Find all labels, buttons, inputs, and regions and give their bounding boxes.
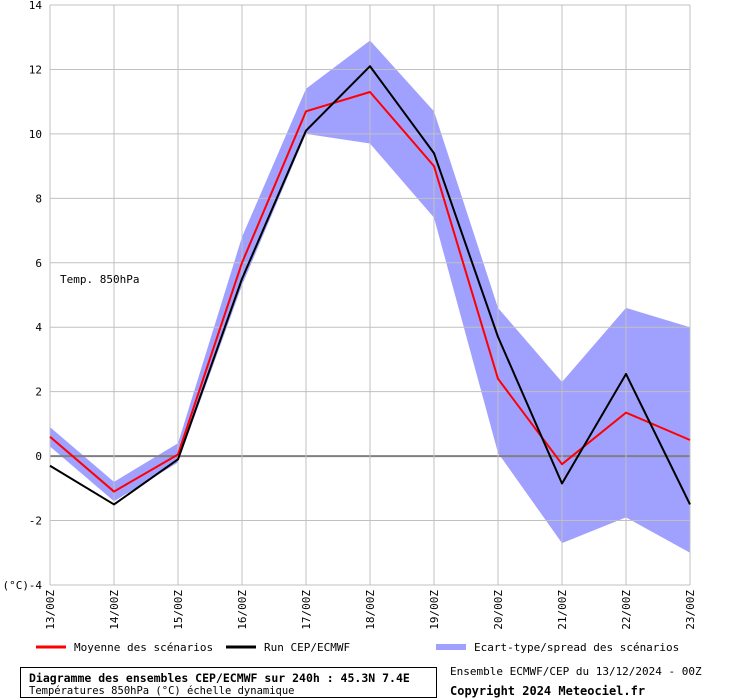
x-tick-label: 22/00Z <box>620 590 633 630</box>
legend-label-mean: Moyenne des scénarios <box>74 641 213 654</box>
y-tick-label: -2 <box>29 515 42 528</box>
x-tick-label: 23/00Z <box>684 590 697 630</box>
copyright-line: Copyright 2024 Meteociel.fr <box>450 684 646 698</box>
y-tick-label: 4 <box>35 321 42 334</box>
y-unit-label: (°C) <box>3 579 30 592</box>
legend-label-spread: Ecart-type/spread des scénarios <box>474 641 679 654</box>
y-tick-label: 6 <box>35 257 42 270</box>
x-tick-label: 20/00Z <box>492 590 505 630</box>
x-tick-label: 15/00Z <box>172 590 185 630</box>
y-tick-label: 2 <box>35 386 42 399</box>
source-line: Ensemble ECMWF/CEP du 13/12/2024 - 00Z <box>450 665 702 678</box>
x-tick-label: 18/00Z <box>364 590 377 630</box>
x-tick-label: 14/00Z <box>108 590 121 630</box>
x-tick-label: 21/00Z <box>556 590 569 630</box>
footer-title-box: Diagramme des ensembles CEP/ECMWF sur 24… <box>20 667 437 698</box>
spread-band <box>50 40 690 553</box>
legend-label-run: Run CEP/ECMWF <box>264 641 350 654</box>
x-tick-label: 13/00Z <box>44 590 57 630</box>
run-line <box>49 65 691 506</box>
x-tick-label: 19/00Z <box>428 590 441 630</box>
footer-title: Diagramme des ensembles CEP/ECMWF sur 24… <box>29 671 410 685</box>
chart-annotation: Temp. 850hPa <box>60 273 139 286</box>
y-tick-label: 12 <box>29 63 42 76</box>
y-tick-label: 0 <box>35 450 42 463</box>
y-tick-label: 8 <box>35 192 42 205</box>
y-tick-label: 10 <box>29 128 42 141</box>
y-tick-label: 14 <box>29 0 43 12</box>
footer-subtitle: Températures 850hPa (°C) échelle dynamiq… <box>29 685 295 697</box>
x-tick-label: 17/00Z <box>300 590 313 630</box>
y-tick-label: -4 <box>29 579 43 592</box>
x-tick-label: 16/00Z <box>236 590 249 630</box>
